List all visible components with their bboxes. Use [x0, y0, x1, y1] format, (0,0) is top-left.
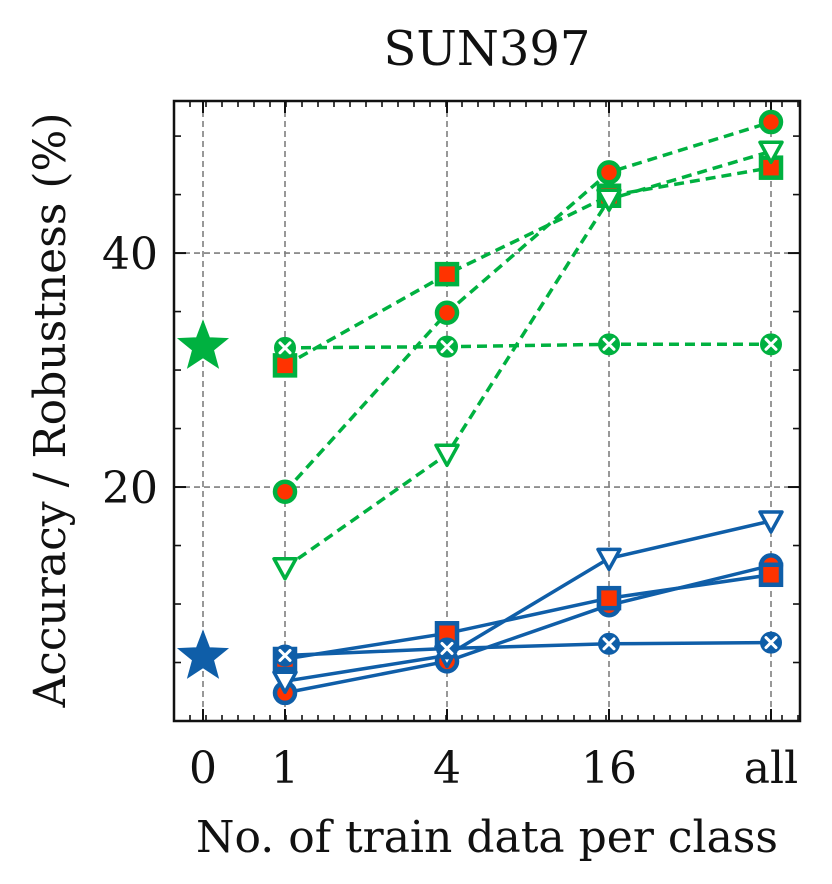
- y-tick-label-40: 40: [102, 229, 158, 280]
- series-lines: [283, 120, 772, 695]
- series-line-blue-triangle: [284, 519, 772, 683]
- point-green-x-1-cross: [278, 341, 292, 355]
- point-blue-square-16: [596, 585, 622, 611]
- point-green-square-4: [434, 261, 460, 287]
- grid: [174, 101, 800, 721]
- point-green-circle-16: [596, 160, 622, 185]
- point-blue-x-all-cross: [764, 636, 778, 650]
- series-line-blue-x: [284, 640, 772, 658]
- x-tick-label-0: 0: [189, 743, 217, 794]
- point-green-triangle-16: [596, 188, 622, 213]
- series-line-green-x: [284, 342, 771, 350]
- series-line-green-square: [284, 165, 772, 367]
- point-green-x-16-cross: [602, 337, 616, 351]
- x-axis-label: No. of train data per class: [196, 812, 778, 863]
- point-green-circle-all: [758, 109, 784, 135]
- point-blue-x-4-cross: [440, 641, 454, 655]
- x-tick-label-all: all: [744, 743, 798, 794]
- point-blue-square-all: [758, 562, 784, 588]
- y-axis-label: Accuracy / Robustness (%): [25, 112, 76, 708]
- axis-ticks: 0 1 4 16 all 20 40: [102, 101, 800, 794]
- point-blue-triangle-16: [596, 547, 622, 572]
- y-tick-label-20: 20: [102, 463, 158, 514]
- chart-title: SUN397: [384, 21, 591, 77]
- point-blue-x-16-cross: [602, 637, 616, 651]
- point-green-triangle-4: [434, 443, 460, 468]
- point-blue-x-1-cross: [278, 648, 292, 662]
- zero-shot-star-0: [176, 319, 230, 369]
- point-green-x-4-cross: [440, 340, 454, 354]
- point-green-circle-1: [272, 479, 298, 504]
- point-green-triangle-all: [758, 140, 784, 165]
- point-green-x-all-cross: [764, 337, 778, 351]
- point-blue-triangle-1: [272, 670, 298, 694]
- x-tick-label-4: 4: [433, 743, 461, 794]
- point-blue-triangle-all: [758, 510, 784, 534]
- plot-frame: [172, 99, 802, 723]
- point-green-circle-4: [434, 300, 460, 325]
- series-line-blue-square: [284, 573, 772, 661]
- point-green-triangle-1: [272, 557, 298, 581]
- series-markers: [176, 109, 784, 706]
- series-line-green-circle: [283, 120, 772, 493]
- x-tick-label-1: 1: [271, 743, 299, 794]
- x-tick-label-16: 16: [581, 743, 637, 794]
- zero-shot-star-1: [176, 629, 230, 679]
- series-line-green-triangle: [283, 149, 772, 570]
